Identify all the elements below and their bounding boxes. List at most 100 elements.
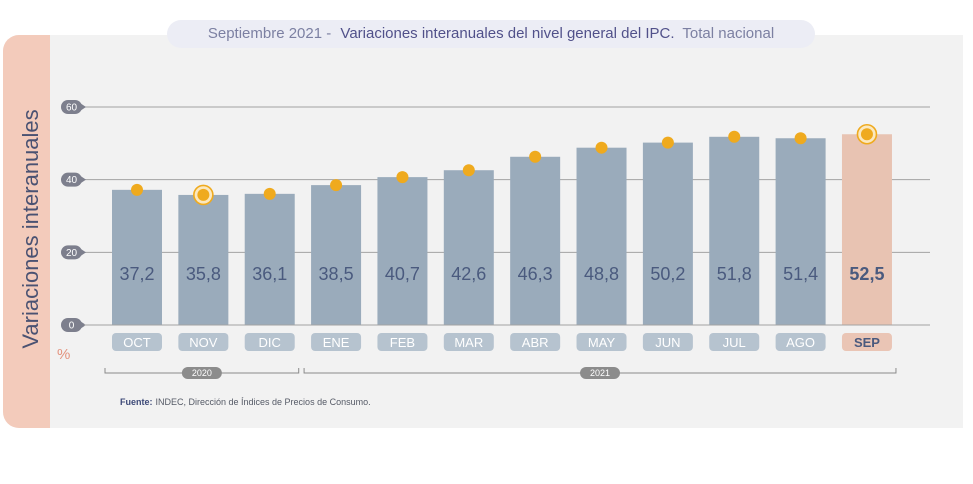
category-pill xyxy=(510,333,561,351)
y-axis-title-strip: Variaciones interanuales xyxy=(3,35,50,428)
y-tick-pointer xyxy=(80,321,86,329)
bar-feb xyxy=(377,177,428,325)
bars xyxy=(112,134,892,325)
category-pill xyxy=(642,333,693,351)
point-marker xyxy=(197,188,210,201)
category-pill xyxy=(576,333,627,351)
category-pill xyxy=(377,333,428,351)
point-marker xyxy=(595,141,608,154)
data-label: 36,1 xyxy=(252,264,287,284)
data-label: 38,5 xyxy=(319,264,354,284)
category-label: FEB xyxy=(390,335,415,350)
category-dic: DIC xyxy=(244,333,295,351)
data-label: 51,8 xyxy=(717,264,752,284)
category-pill xyxy=(841,333,892,351)
data-label: 48,8 xyxy=(584,264,619,284)
point-marker xyxy=(794,132,807,145)
category-sep: SEP xyxy=(841,333,892,351)
year-group-2020: 2020 xyxy=(104,367,300,379)
category-label: DIC xyxy=(259,335,281,350)
bar-nov xyxy=(178,194,229,325)
category-label: ABR xyxy=(522,335,549,350)
bar-jun xyxy=(642,142,693,325)
category-label: JUN xyxy=(655,335,680,350)
y-tick-label: 60 xyxy=(66,103,78,114)
category-jul: JUL xyxy=(709,333,760,351)
point-marker xyxy=(131,183,143,196)
data-labels: 37,2 35,8 36,1 38,5 40,7 42,6 46,3 48,8 50,2 51,8… xyxy=(119,264,884,284)
category-oct: OCT xyxy=(112,333,162,351)
source-note: Fuente: INDEC, Dirección de Índices de Pr… xyxy=(120,397,371,407)
bar-ago xyxy=(775,138,826,325)
year-label: 2021 xyxy=(590,368,610,378)
category-label: AGO xyxy=(786,335,815,350)
y-tick-pointer xyxy=(80,103,86,111)
y-tick: 40 xyxy=(61,172,86,187)
category-may: MAY xyxy=(576,333,627,351)
category-pill xyxy=(443,333,494,351)
category-jun: JUN xyxy=(642,333,693,351)
data-label: 35,8 xyxy=(186,264,221,284)
bar-ene xyxy=(311,185,362,325)
point-marker xyxy=(462,164,475,177)
category-abr: ABR xyxy=(510,333,561,351)
bar-mar xyxy=(443,170,494,325)
chart-title-scope: Total nacional xyxy=(682,25,775,42)
y-tick-label: 40 xyxy=(66,175,78,186)
point-markers xyxy=(131,123,878,206)
point-marker xyxy=(529,150,542,163)
category-mar: MAR xyxy=(443,333,494,351)
data-label: 51,4 xyxy=(783,264,818,284)
y-axis-ticks: 0 20 40 60 xyxy=(61,100,86,332)
source-label: Fuente: xyxy=(120,397,153,407)
chart-title-date: Septiembre 2021 - xyxy=(207,25,332,42)
y-tick-label: 20 xyxy=(66,248,78,259)
chart-title-main: Variaciones interanuales del nivel gener… xyxy=(340,25,675,42)
year-badge xyxy=(181,367,222,379)
category-ene: ENE xyxy=(311,333,362,351)
category-label: MAR xyxy=(454,335,483,350)
point-marker xyxy=(330,179,343,192)
point-marker xyxy=(396,171,409,184)
bar-oct xyxy=(112,189,162,325)
point-marker xyxy=(263,187,276,200)
source-text: INDEC, Dirección de Índices de Precios d… xyxy=(155,397,371,407)
category-label: JUL xyxy=(723,335,746,350)
category-ago: AGO xyxy=(775,333,826,351)
year-group-2021: 2021 xyxy=(303,367,897,379)
y-tick: 0 xyxy=(61,318,86,332)
y-tick-pointer xyxy=(80,248,86,257)
y-tick-label: 0 xyxy=(69,321,75,332)
y-tick-badge xyxy=(61,172,82,187)
point-marker xyxy=(661,136,674,149)
category-pill xyxy=(775,333,826,351)
year-label: 2020 xyxy=(192,368,212,378)
data-label: 40,7 xyxy=(385,264,420,284)
y-tick-badge xyxy=(61,318,82,332)
category-label: OCT xyxy=(123,335,151,350)
bar-jul xyxy=(709,136,760,325)
category-pill xyxy=(709,333,760,351)
year-badge xyxy=(580,367,621,379)
y-tick-badge xyxy=(61,100,82,114)
bar-sep xyxy=(841,134,892,325)
data-label: 46,3 xyxy=(518,264,553,284)
data-label: 52,5 xyxy=(849,264,884,284)
category-nov: NOV xyxy=(178,333,229,351)
y-tick-badge xyxy=(61,245,82,260)
data-label: 50,2 xyxy=(650,264,685,284)
category-pill xyxy=(311,333,362,351)
category-label: MAY xyxy=(588,335,616,350)
category-pill xyxy=(244,333,295,351)
category-label: ENE xyxy=(323,335,350,350)
category-pill xyxy=(178,333,229,351)
data-label: 42,6 xyxy=(451,264,486,284)
y-tick: 20 xyxy=(61,245,86,260)
point-marker xyxy=(860,128,873,141)
year-groups: 2020 2021 xyxy=(104,367,897,379)
category-label: SEP xyxy=(854,335,880,350)
bar-dic xyxy=(244,193,295,325)
category-label: NOV xyxy=(189,335,218,350)
